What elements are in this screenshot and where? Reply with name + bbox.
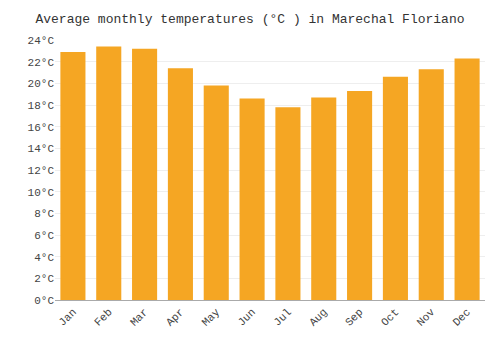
svg-text:Nov: Nov [415,306,438,329]
svg-text:18°C: 18°C [28,100,55,112]
svg-text:Jun: Jun [236,306,258,328]
svg-text:10°C: 10°C [28,187,55,199]
svg-text:Feb: Feb [92,306,114,328]
svg-text:Mar: Mar [128,306,150,328]
svg-text:Average monthly temperatures (: Average monthly temperatures (°C ) in Ma… [35,12,464,27]
svg-text:4°C: 4°C [34,252,54,264]
svg-text:24°C: 24°C [28,35,55,47]
svg-text:Dec: Dec [451,306,473,328]
svg-text:20°C: 20°C [28,78,55,90]
svg-text:16°C: 16°C [28,122,55,134]
svg-text:6°C: 6°C [34,230,54,242]
svg-text:Oct: Oct [379,306,401,328]
svg-text:May: May [200,306,223,329]
svg-text:14°C: 14°C [28,143,55,155]
svg-text:8°C: 8°C [34,208,54,220]
svg-text:Sep: Sep [343,306,365,328]
svg-text:Apr: Apr [164,306,186,328]
svg-text:Jan: Jan [56,306,78,328]
svg-text:Jul: Jul [271,306,293,328]
svg-text:2°C: 2°C [34,273,54,285]
svg-text:12°C: 12°C [28,165,55,177]
svg-text:22°C: 22°C [28,57,55,69]
svg-text:0°C: 0°C [34,295,54,307]
svg-text:Aug: Aug [307,306,329,328]
